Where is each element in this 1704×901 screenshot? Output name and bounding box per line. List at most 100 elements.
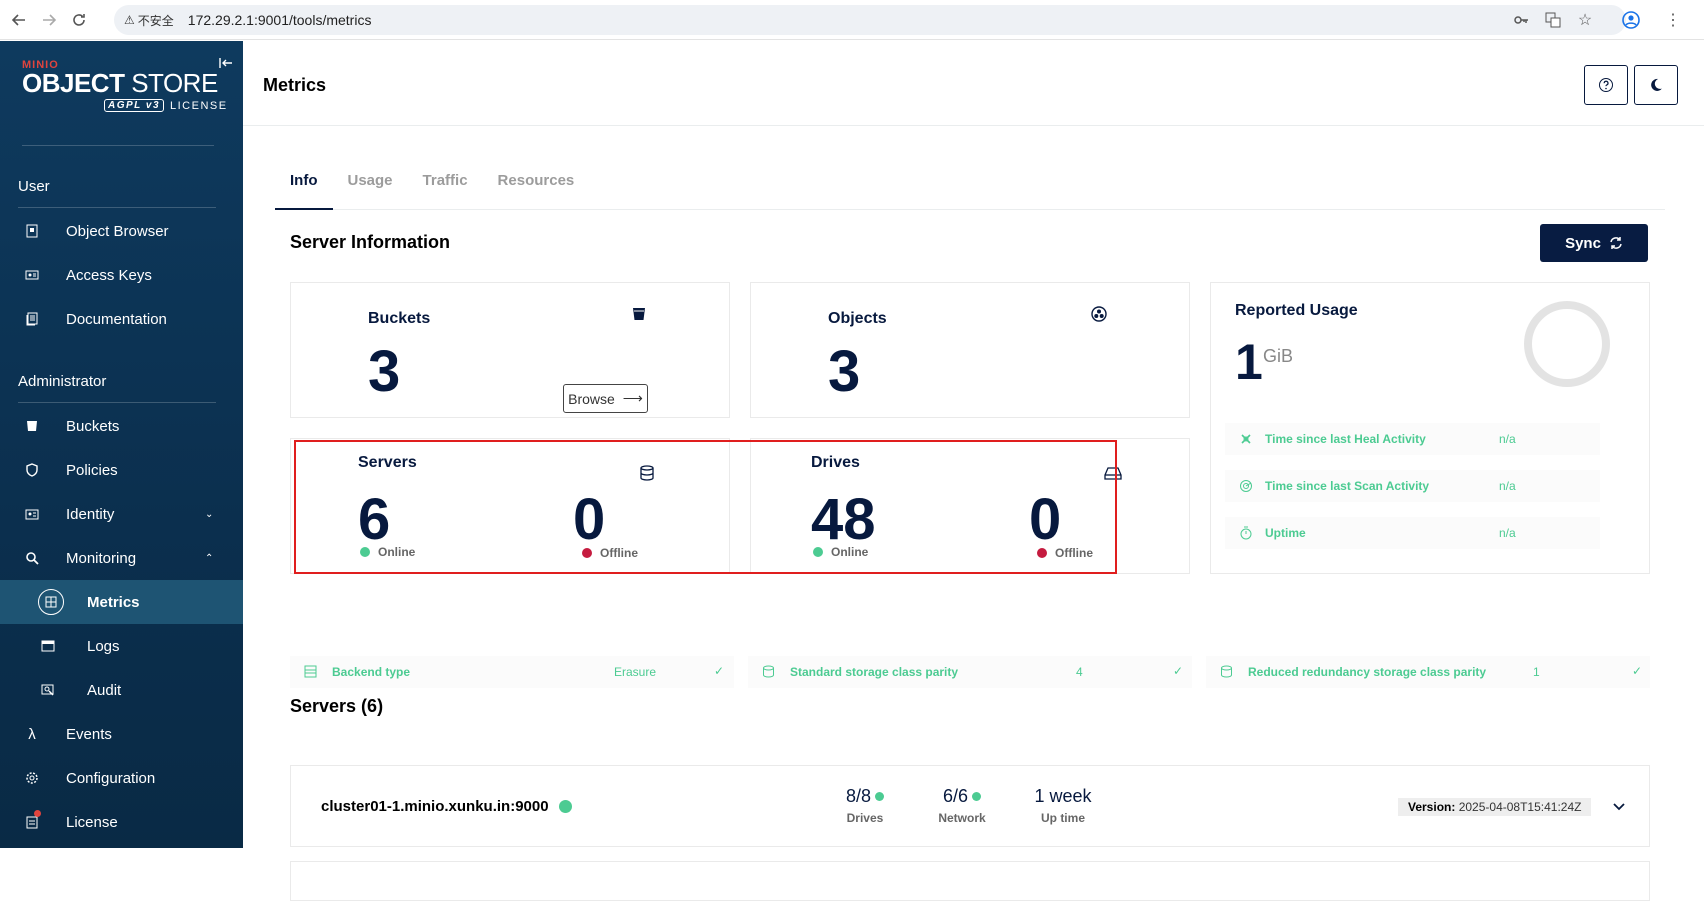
- browser-toolbar: ⚠ 不安全 172.29.2.1:9001/tools/metrics ☆ ⋮: [0, 0, 1704, 40]
- sidebar-item-policies[interactable]: Policies: [0, 448, 243, 492]
- chevron-up-icon[interactable]: ⌃: [205, 552, 214, 564]
- sidebar: MINIO OBJECT STORE AGPL v3 LICENSE User …: [0, 41, 243, 848]
- tab-usage[interactable]: Usage: [347, 172, 393, 189]
- reload-icon[interactable]: [64, 5, 94, 35]
- identity-icon: [24, 506, 40, 522]
- audit-icon: [40, 682, 56, 698]
- scan-icon: [1239, 479, 1253, 493]
- server-name: cluster01-1.minio.xunku.in:9000: [321, 798, 549, 815]
- arrow-right-icon: ⟶: [622, 390, 643, 406]
- servers-card: Servers 6 Online 0 Offline: [290, 438, 730, 574]
- highlight-box: [294, 440, 1117, 574]
- sidebar-item-audit[interactable]: Audit: [0, 668, 243, 712]
- server-uptime-stat: 1 week Up time: [1034, 786, 1092, 825]
- logs-icon: [40, 638, 56, 654]
- bookmark-star-icon[interactable]: ☆: [1577, 12, 1593, 29]
- back-icon[interactable]: [4, 5, 34, 35]
- backend-type-strip: Backend type Erasure ✓: [290, 656, 734, 688]
- sidebar-section-administrator: Administrator: [18, 373, 107, 390]
- documentation-icon: [24, 311, 40, 327]
- sidebar-item-logs[interactable]: Logs: [0, 624, 243, 668]
- help-icon: [1599, 78, 1613, 92]
- sync-icon: [1610, 237, 1622, 249]
- policies-icon: [24, 462, 40, 478]
- drives-offline-status: Offline: [1037, 546, 1093, 560]
- forward-icon[interactable]: [34, 5, 64, 35]
- objects-card: Objects 3: [750, 282, 1190, 418]
- tab-info[interactable]: Info: [275, 166, 333, 210]
- sidebar-divider: [22, 145, 214, 146]
- sidebar-item-object-browser[interactable]: Object Browser: [0, 209, 243, 253]
- servers-title: Servers: [358, 454, 417, 471]
- dark-mode-button[interactable]: [1634, 65, 1678, 105]
- parity-icon: [762, 665, 775, 678]
- sync-button[interactable]: Sync: [1540, 224, 1648, 262]
- server-row[interactable]: cluster01-1.minio.xunku.in:9000 8/8 Driv…: [290, 765, 1650, 847]
- moon-icon: [1651, 78, 1662, 91]
- translate-icon[interactable]: [1542, 9, 1564, 31]
- sidebar-section-user: User: [18, 178, 50, 195]
- access-keys-icon: [24, 267, 40, 283]
- bucket-icon: [630, 305, 648, 323]
- server-network-stat: 6/6 Network: [938, 786, 986, 825]
- sidebar-item-documentation[interactable]: Documentation: [0, 297, 243, 341]
- url-text: 172.29.2.1:9001/tools/metrics: [187, 12, 372, 28]
- objects-count: 3: [828, 339, 861, 404]
- tab-bar: Info Usage Traffic Resources: [275, 166, 1665, 210]
- buckets-title: Buckets: [368, 310, 431, 327]
- monitoring-icon: [24, 550, 40, 566]
- reported-usage-value: 1: [1235, 334, 1263, 390]
- reported-usage-unit: GiB: [1263, 346, 1294, 366]
- tab-traffic[interactable]: Traffic: [422, 172, 468, 189]
- check-icon: ✓: [714, 664, 725, 678]
- minio-logo: MINIO OBJECT STORE AGPL v3 LICENSE: [22, 59, 228, 112]
- collapse-sidebar-icon[interactable]: [218, 55, 234, 71]
- sidebar-item-events[interactable]: λ Events: [0, 712, 243, 756]
- browser-menu-icon[interactable]: ⋮: [1665, 12, 1681, 29]
- key-icon[interactable]: [1510, 9, 1532, 31]
- profile-icon[interactable]: [1620, 9, 1642, 31]
- sidebar-item-license[interactable]: License: [0, 800, 243, 844]
- check-icon: ✓: [1632, 664, 1643, 678]
- security-warning[interactable]: ⚠ 不安全: [124, 13, 174, 28]
- standard-parity-strip: Standard storage class parity 4 ✓: [748, 656, 1192, 688]
- main-content: Metrics Info Usage Traffic Resources Ser…: [243, 41, 1704, 901]
- servers-offline-status: Offline: [582, 546, 638, 560]
- servers-online-status: Online: [360, 545, 415, 559]
- sidebar-item-buckets[interactable]: Buckets: [0, 404, 243, 448]
- server-status-dot: [558, 800, 572, 813]
- servers-online-count: 6: [358, 487, 391, 552]
- lambda-icon: λ: [28, 725, 36, 743]
- drives-title: Drives: [811, 454, 860, 471]
- drives-status-dot: [875, 792, 885, 801]
- address-bar[interactable]: ⚠ 不安全 172.29.2.1:9001/tools/metrics: [114, 5, 1626, 35]
- drives-offline-count: 0: [1029, 487, 1062, 552]
- sidebar-item-identity[interactable]: Identity ⌄: [0, 492, 243, 536]
- server-row[interactable]: [290, 861, 1650, 901]
- object-browser-icon: [24, 223, 40, 239]
- metrics-icon: [38, 589, 64, 615]
- help-button[interactable]: [1584, 65, 1628, 105]
- backend-icon: [304, 665, 317, 678]
- notification-dot: [34, 810, 41, 817]
- check-icon: ✓: [1173, 664, 1184, 678]
- chevron-down-icon[interactable]: [1612, 799, 1626, 813]
- reduced-parity-strip: Reduced redundancy storage class parity …: [1206, 656, 1650, 688]
- servers-list-title: Servers (6): [290, 696, 384, 716]
- timer-icon: [1239, 526, 1253, 540]
- offline-dot: [582, 548, 592, 558]
- sidebar-item-access-keys[interactable]: Access Keys: [0, 253, 243, 297]
- network-status-dot: [972, 792, 982, 801]
- usage-ring: [1524, 301, 1610, 387]
- sidebar-item-metrics[interactable]: Metrics: [0, 580, 243, 624]
- chevron-down-icon[interactable]: ⌄: [205, 508, 214, 520]
- sidebar-item-monitoring[interactable]: Monitoring ⌃: [0, 536, 243, 580]
- sidebar-item-configuration[interactable]: Configuration: [0, 756, 243, 800]
- configuration-icon: [24, 770, 40, 786]
- tab-resources[interactable]: Resources: [497, 172, 575, 189]
- buckets-count: 3: [368, 339, 401, 404]
- browse-button[interactable]: Browse ⟶: [563, 384, 648, 413]
- online-dot: [360, 547, 370, 557]
- reported-usage-title: Reported Usage: [1235, 302, 1358, 319]
- buckets-card: Buckets 3 Browse ⟶: [290, 282, 730, 418]
